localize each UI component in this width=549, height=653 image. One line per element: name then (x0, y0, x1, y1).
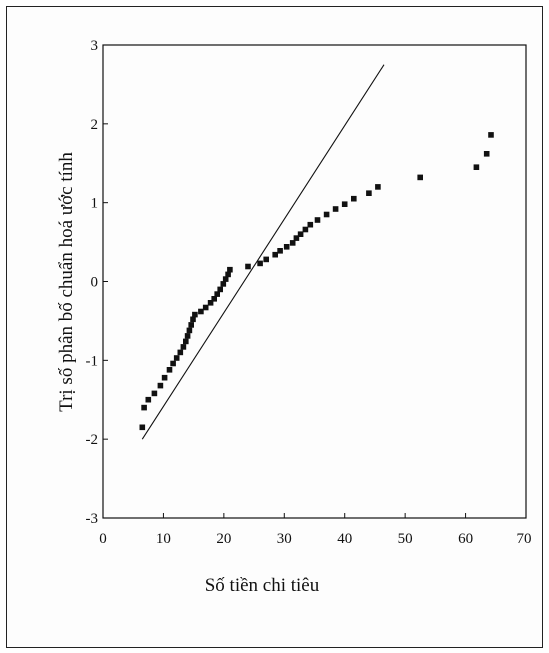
data-point (211, 296, 217, 302)
data-point (302, 226, 309, 233)
reference-line (141, 64, 385, 440)
data-point (139, 424, 146, 431)
data-points (139, 132, 494, 431)
data-point (220, 281, 227, 287)
y-axis-ticks: -3 -2 -1 0 1 2 3 (86, 38, 108, 527)
data-point (151, 390, 158, 397)
data-point (307, 221, 314, 228)
data-point (225, 271, 231, 278)
data-point (375, 184, 381, 190)
data-point (184, 333, 191, 339)
data-point (473, 164, 480, 170)
data-point (341, 201, 348, 207)
data-point (245, 263, 251, 270)
data-point (483, 151, 490, 157)
data-point (188, 322, 194, 328)
data-point (198, 308, 204, 315)
data-point (289, 240, 296, 246)
data-point (297, 231, 304, 237)
data-point (161, 374, 168, 381)
data-point (222, 276, 229, 282)
y-tick-label: 2 (91, 117, 99, 133)
data-point (257, 260, 263, 267)
x-tick-label: 20 (216, 531, 231, 547)
data-point (214, 291, 220, 297)
data-point (190, 316, 196, 323)
data-point (141, 404, 147, 411)
x-axis-title: Số tiền chi tiêu (205, 575, 320, 596)
y-axis-title: Trị số phân bố chuẩn hoá ước tính (56, 152, 77, 412)
data-point (366, 190, 372, 196)
data-point (293, 235, 300, 241)
data-point (332, 206, 339, 212)
data-point (202, 304, 209, 311)
y-tick-label: -2 (86, 432, 99, 448)
y-tick-label: -1 (86, 353, 99, 369)
data-point (166, 367, 173, 373)
data-point (145, 396, 152, 403)
data-point (173, 355, 180, 361)
y-tick-label: 0 (91, 275, 99, 291)
y-tick-label: 1 (91, 196, 99, 212)
data-point (277, 248, 283, 254)
y-tick-label: -3 (86, 511, 99, 527)
data-point (283, 244, 290, 250)
data-point (180, 344, 187, 350)
data-point (192, 311, 198, 318)
data-point (183, 338, 189, 345)
x-axis-ticks: 0 10 20 30 40 50 60 70 (99, 513, 532, 547)
data-point (351, 195, 357, 202)
plot-area-border (102, 44, 527, 519)
x-tick-label: 60 (458, 531, 473, 547)
data-point (314, 217, 321, 223)
x-tick-label: 10 (156, 531, 171, 547)
x-tick-label: 70 (517, 531, 532, 547)
chart-frame (6, 6, 543, 648)
x-tick-label: 0 (99, 531, 107, 547)
data-point (488, 132, 494, 138)
data-point (157, 382, 164, 389)
data-point (217, 286, 223, 293)
x-tick-label: 30 (277, 531, 292, 547)
data-point (272, 251, 278, 258)
data-point (177, 349, 184, 356)
y-tick-label: 3 (91, 38, 99, 54)
data-point (227, 266, 233, 273)
x-tick-label: 40 (337, 531, 352, 547)
data-point (170, 360, 176, 367)
data-point (263, 256, 269, 263)
data-point (186, 327, 193, 334)
data-point (207, 300, 214, 306)
x-tick-label: 50 (398, 531, 413, 547)
data-point (323, 211, 330, 218)
data-point (417, 174, 423, 181)
